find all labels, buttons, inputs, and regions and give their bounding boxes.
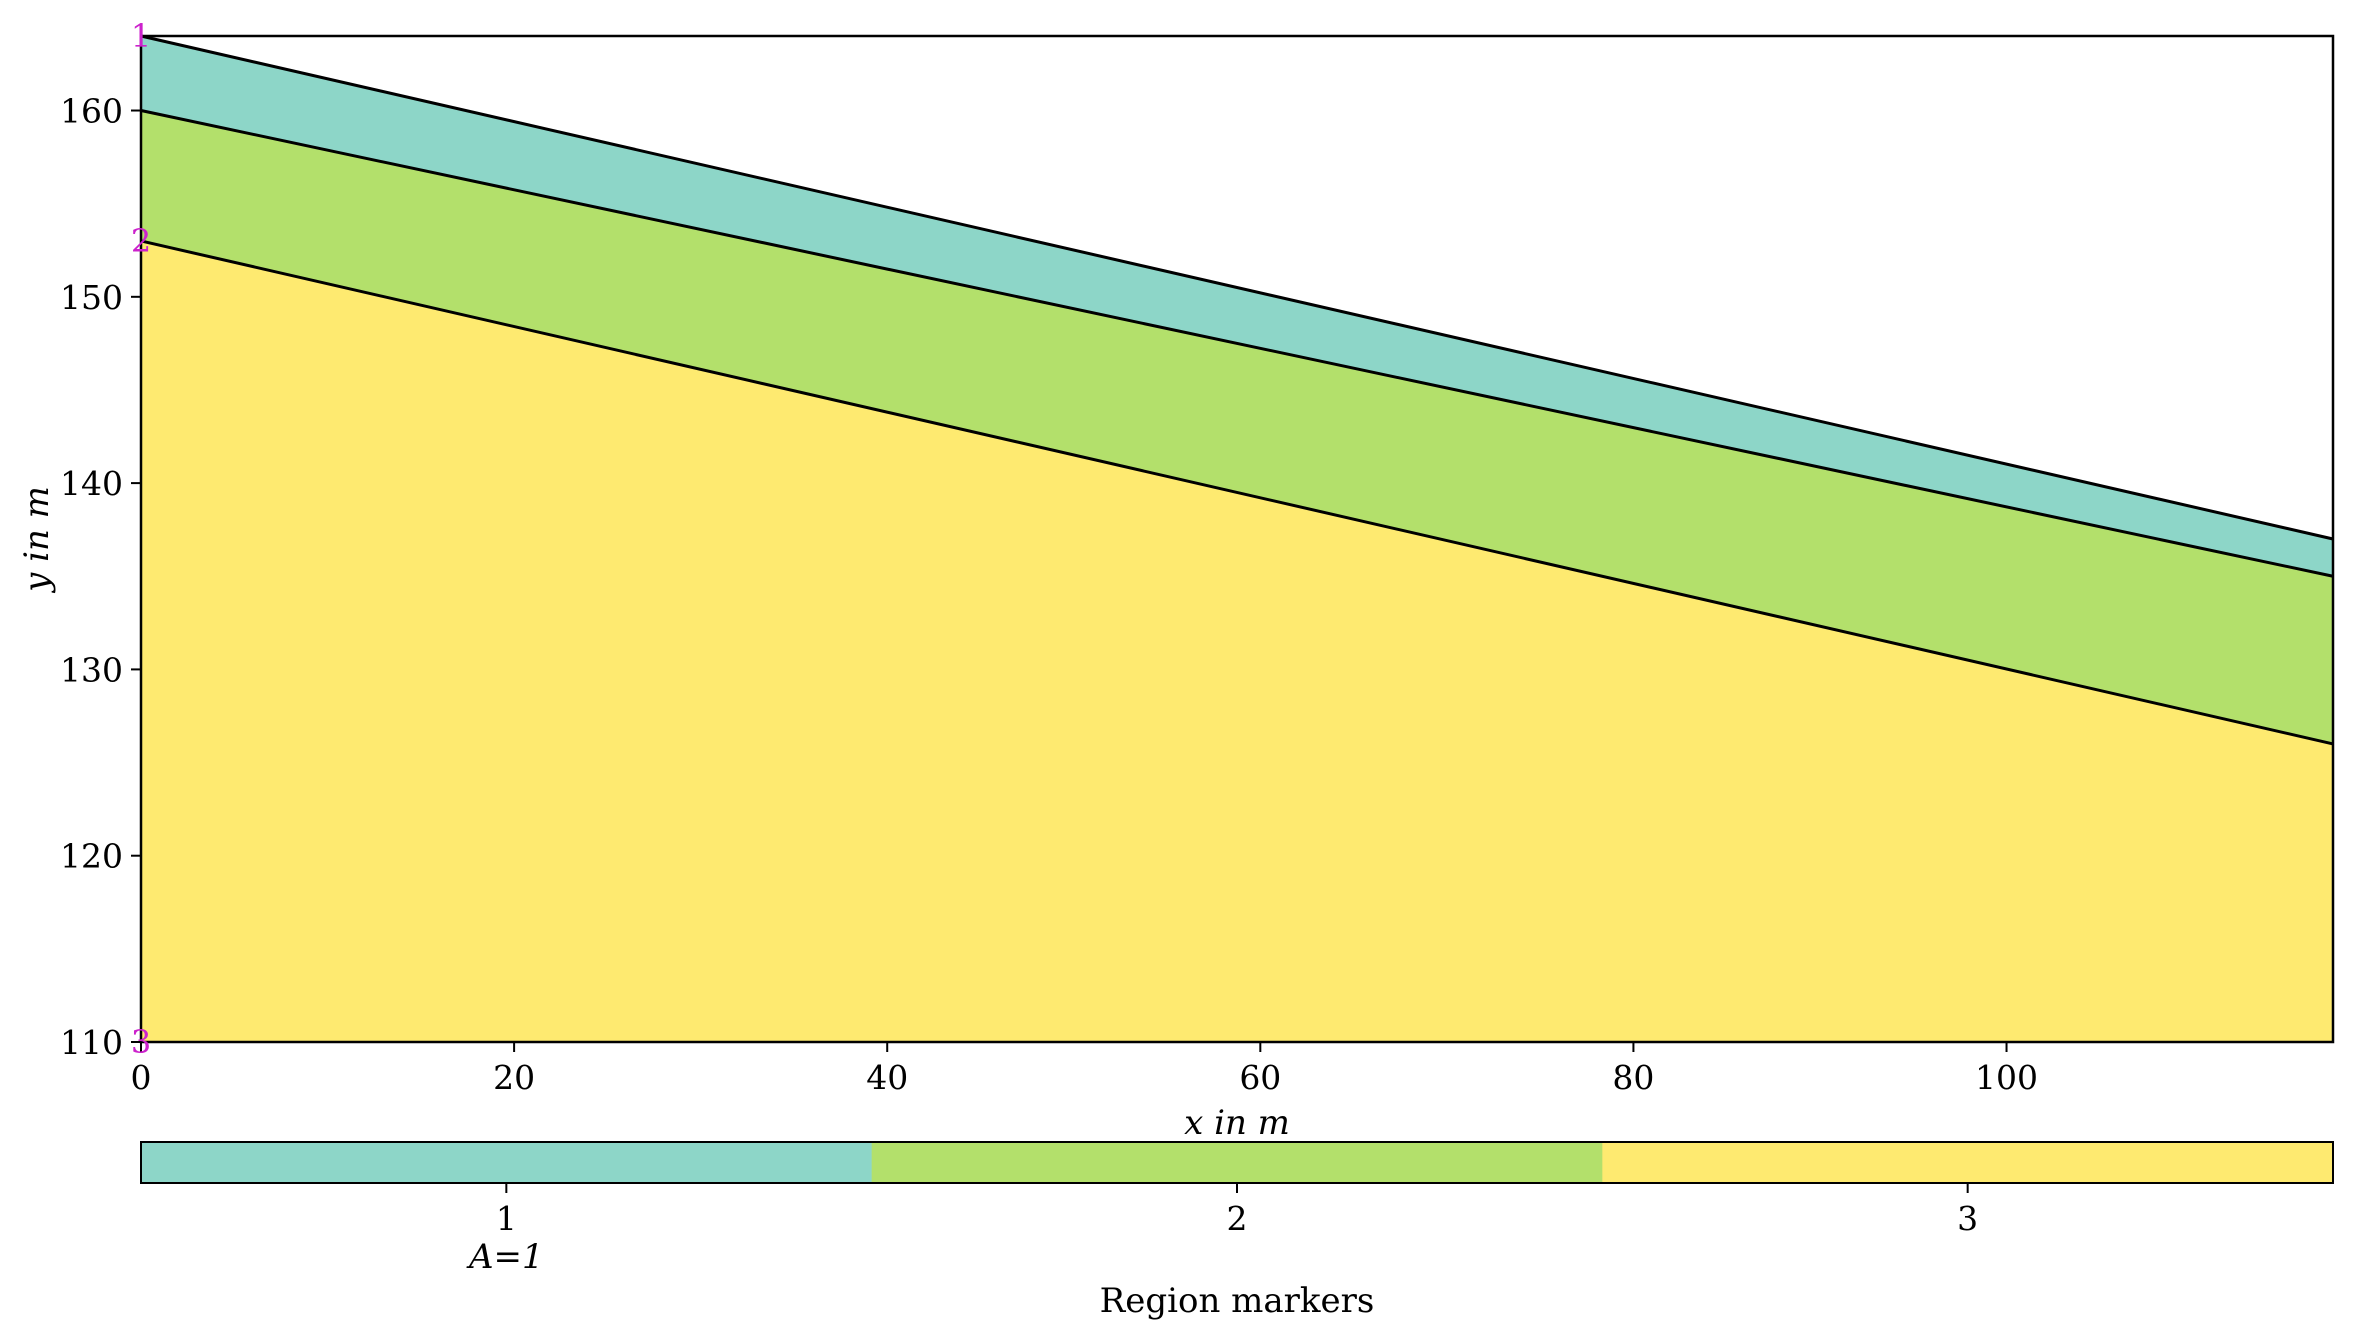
colorbar: 1 2 3 <box>141 1142 2334 1238</box>
regions-layer <box>141 36 2333 1042</box>
colorbar-annotation: A=1 <box>466 1237 544 1277</box>
colorbar-label: Region markers <box>1100 1281 1375 1321</box>
colorbar-segment-3 <box>1602 1142 2333 1183</box>
x-axis-label: x in m <box>1184 1103 1290 1143</box>
x-tick-label: 60 <box>1239 1058 1281 1097</box>
y-tick-label: 140 <box>60 464 123 503</box>
y-tick-label: 160 <box>60 92 123 131</box>
y-axis-label: y in m <box>17 486 57 594</box>
colorbar-segment-1 <box>141 1142 872 1183</box>
y-tick-label: 130 <box>60 650 123 689</box>
colorbar-tick-label: 1 <box>496 1199 517 1238</box>
colorbar-segment-2 <box>872 1142 1603 1183</box>
marker-label: 3 <box>131 1023 151 1061</box>
x-tick-label: 80 <box>1612 1058 1654 1097</box>
colorbar-tick-label: 3 <box>1957 1199 1978 1238</box>
y-tick-label: 120 <box>60 837 123 876</box>
x-tick-label: 100 <box>1975 1058 2038 1097</box>
x-tick-label: 0 <box>131 1058 152 1097</box>
marker-label: 2 <box>131 222 151 260</box>
colorbar-tick-label: 2 <box>1227 1199 1248 1238</box>
y-tick-label: 150 <box>60 278 123 317</box>
marker-label: 1 <box>131 17 151 55</box>
x-tick-label: 40 <box>866 1058 908 1097</box>
y-tick-label: 110 <box>60 1023 123 1062</box>
x-tick-label: 20 <box>493 1058 535 1097</box>
